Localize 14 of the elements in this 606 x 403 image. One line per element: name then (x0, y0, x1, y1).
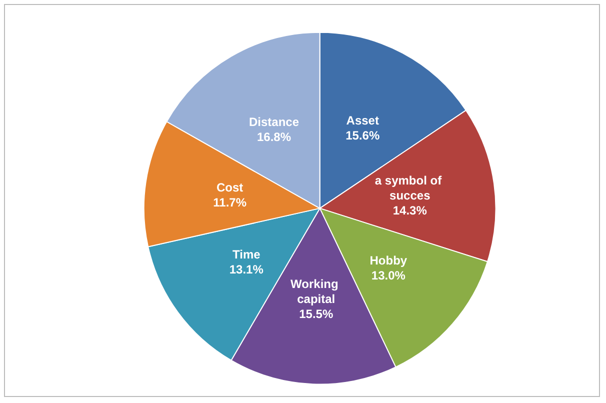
slice-label: Asset (346, 114, 379, 128)
slice-label: Working capital (290, 277, 342, 306)
data-label: 15.6% (346, 128, 380, 143)
slice-label: Time (232, 248, 261, 262)
data-label: 14.3% (392, 204, 428, 218)
data-label: 13.0% (371, 268, 406, 283)
slice-label: Cost (216, 180, 244, 194)
data-label: 13.1% (229, 262, 264, 277)
slice-label: a symbol of succes (374, 174, 445, 202)
slice-label: Hobby (370, 254, 408, 268)
data-label: 15.5% (299, 307, 334, 322)
slice-label: Distance (248, 115, 300, 130)
data-label: 16.8% (256, 130, 292, 144)
data-label: 11.7% (213, 195, 247, 210)
